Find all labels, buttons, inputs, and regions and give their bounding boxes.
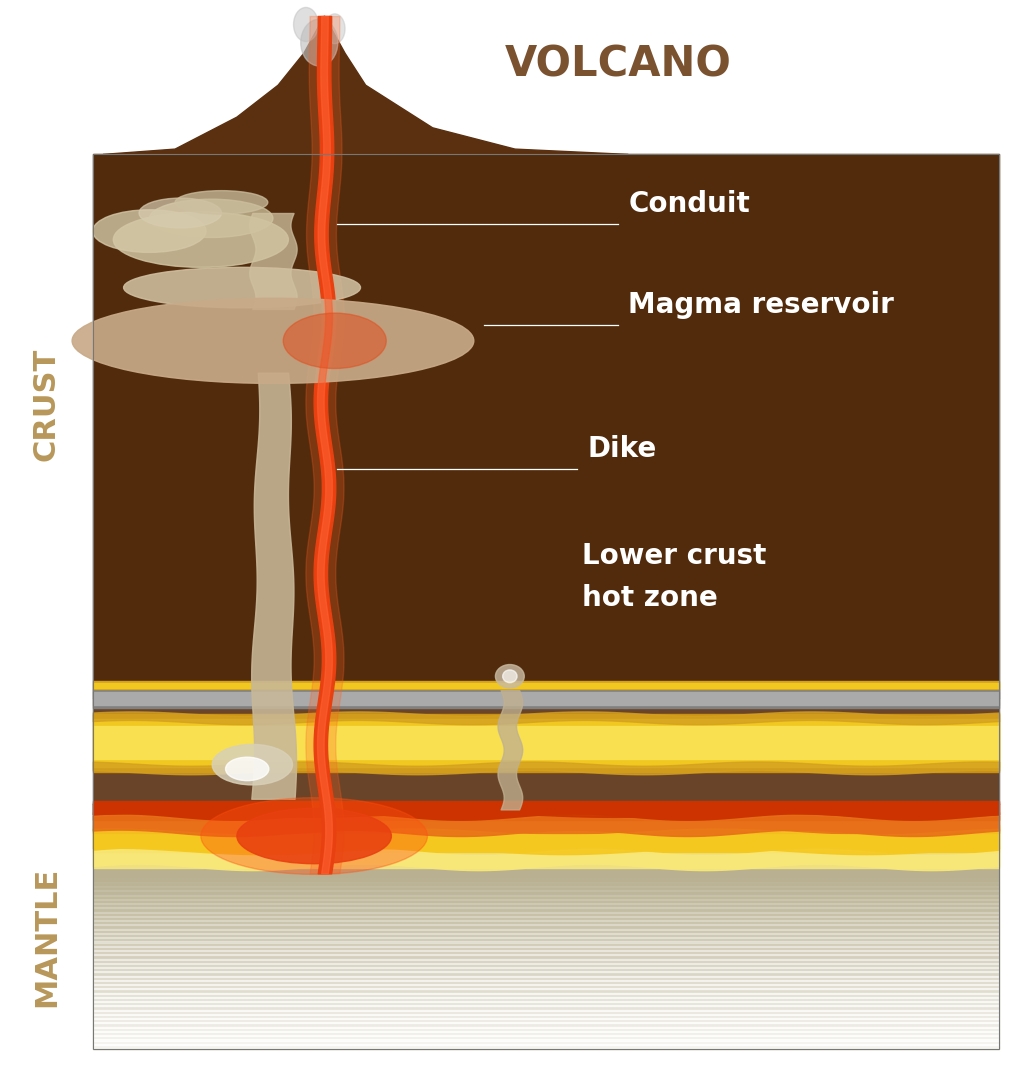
Polygon shape xyxy=(93,886,999,891)
Polygon shape xyxy=(93,801,999,820)
Polygon shape xyxy=(93,1018,999,1023)
Ellipse shape xyxy=(495,665,524,688)
Text: Conduit: Conduit xyxy=(628,191,750,218)
Ellipse shape xyxy=(503,670,517,683)
Polygon shape xyxy=(93,924,999,930)
Polygon shape xyxy=(93,1035,999,1041)
Polygon shape xyxy=(93,698,999,804)
Ellipse shape xyxy=(113,212,288,267)
Text: CRUST: CRUST xyxy=(32,348,61,461)
Polygon shape xyxy=(93,1010,999,1015)
Polygon shape xyxy=(93,812,999,833)
Polygon shape xyxy=(93,890,999,896)
Polygon shape xyxy=(93,967,999,972)
Polygon shape xyxy=(93,1031,999,1036)
Ellipse shape xyxy=(93,210,206,252)
Polygon shape xyxy=(93,993,999,998)
Polygon shape xyxy=(103,16,628,154)
Polygon shape xyxy=(93,984,999,989)
Text: VOLCANO: VOLCANO xyxy=(505,44,731,85)
Polygon shape xyxy=(93,1039,999,1045)
Polygon shape xyxy=(93,1005,999,1011)
Text: Magma reservoir: Magma reservoir xyxy=(628,292,894,319)
Polygon shape xyxy=(93,1027,999,1032)
Polygon shape xyxy=(93,714,999,772)
Ellipse shape xyxy=(124,267,360,308)
Polygon shape xyxy=(93,1014,999,1019)
Polygon shape xyxy=(93,831,999,1049)
Polygon shape xyxy=(93,950,999,955)
Text: hot zone: hot zone xyxy=(582,585,718,612)
Polygon shape xyxy=(93,954,999,960)
Polygon shape xyxy=(93,847,999,868)
Ellipse shape xyxy=(294,7,318,42)
Polygon shape xyxy=(93,916,999,921)
Ellipse shape xyxy=(201,798,427,874)
Polygon shape xyxy=(93,920,999,925)
Polygon shape xyxy=(93,154,999,698)
Ellipse shape xyxy=(237,808,391,864)
Ellipse shape xyxy=(72,298,474,383)
Ellipse shape xyxy=(175,191,268,214)
Polygon shape xyxy=(93,958,999,964)
Polygon shape xyxy=(93,895,999,900)
Bar xyxy=(93,154,999,1049)
Polygon shape xyxy=(93,154,999,698)
Polygon shape xyxy=(93,933,999,938)
Ellipse shape xyxy=(301,19,338,66)
Polygon shape xyxy=(93,946,999,951)
Polygon shape xyxy=(93,1001,999,1006)
Ellipse shape xyxy=(139,198,221,228)
Polygon shape xyxy=(93,941,999,947)
Ellipse shape xyxy=(324,14,345,44)
Polygon shape xyxy=(93,681,999,689)
Text: MANTLE: MANTLE xyxy=(32,867,61,1007)
Polygon shape xyxy=(93,1044,999,1049)
Text: Lower crust: Lower crust xyxy=(582,542,766,570)
Ellipse shape xyxy=(149,199,273,237)
Polygon shape xyxy=(93,683,999,688)
Ellipse shape xyxy=(226,757,269,781)
Polygon shape xyxy=(93,907,999,913)
Polygon shape xyxy=(93,903,999,908)
Polygon shape xyxy=(93,1022,999,1028)
Polygon shape xyxy=(93,719,999,767)
Polygon shape xyxy=(93,997,999,1002)
Polygon shape xyxy=(93,689,999,708)
Polygon shape xyxy=(93,912,999,917)
Polygon shape xyxy=(93,976,999,981)
Polygon shape xyxy=(93,971,999,977)
Polygon shape xyxy=(93,899,999,904)
Polygon shape xyxy=(93,988,999,994)
Ellipse shape xyxy=(212,744,293,785)
Polygon shape xyxy=(93,692,999,705)
Text: Dike: Dike xyxy=(587,436,656,463)
Polygon shape xyxy=(93,980,999,985)
Polygon shape xyxy=(93,937,999,943)
Polygon shape xyxy=(93,929,999,934)
Ellipse shape xyxy=(283,313,386,368)
Polygon shape xyxy=(93,825,999,852)
Polygon shape xyxy=(93,963,999,968)
Polygon shape xyxy=(93,726,999,759)
